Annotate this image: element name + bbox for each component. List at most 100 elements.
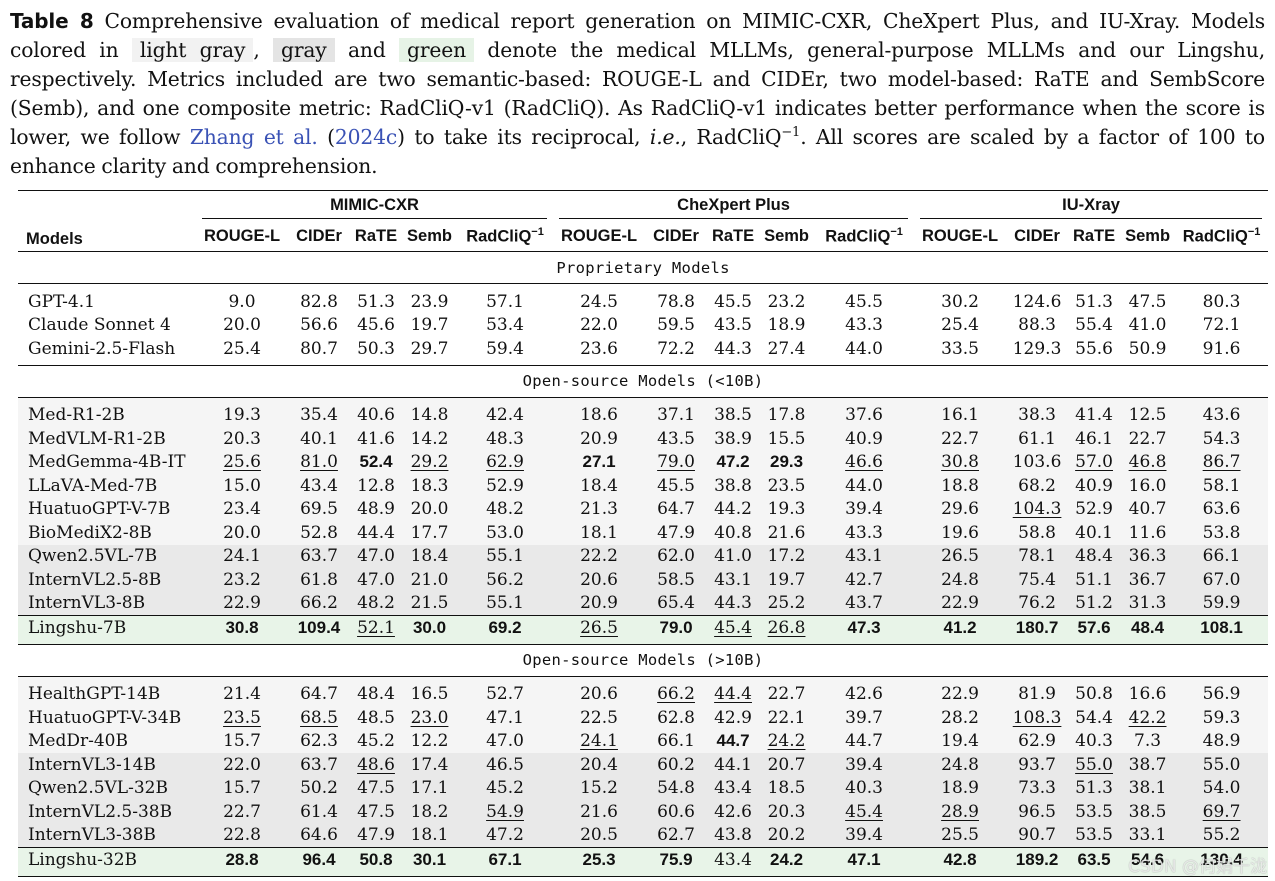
- score-cell: 86.7: [1175, 450, 1269, 474]
- score-cell: 15.7: [196, 776, 288, 800]
- table-caption: Table 8 Comprehensive evaluation of medi…: [10, 9, 1266, 178]
- score-cell: 48.2: [457, 497, 554, 521]
- metric-header: CIDEr: [645, 221, 708, 252]
- score-cell: 59.9: [1175, 591, 1269, 616]
- score-cell: 23.0: [402, 706, 457, 730]
- score-cell: 21.6: [553, 800, 646, 824]
- score-cell: 18.9: [759, 313, 815, 337]
- score-cell: 21.0: [402, 568, 457, 592]
- score-cell: 27.1: [553, 450, 646, 474]
- score-cell: 24.5: [553, 283, 646, 314]
- score-cell: 29.2: [402, 450, 457, 474]
- score-cell: 18.1: [402, 823, 457, 848]
- score-cell: 53.5: [1068, 823, 1121, 848]
- score-cell: 19.4: [914, 729, 1007, 753]
- score-cell: 50.9: [1120, 337, 1176, 365]
- score-cell: 16.6: [1120, 676, 1176, 706]
- score-cell: 52.7: [457, 676, 554, 706]
- metric-header: Semb: [759, 221, 815, 252]
- results-table: Models MIMIC-CXR CheXpert Plus IU-Xray R…: [18, 190, 1269, 877]
- metric-header: RadCliQ−1: [457, 221, 554, 252]
- table-row: Lingshu-32B 28.8 96.4 50.8 30.1 67.1 25.3 75.9 4…: [18, 847, 1269, 877]
- score-cell: 63.5: [1068, 847, 1121, 877]
- score-cell: 91.6: [1175, 337, 1269, 365]
- score-cell: 30.8: [914, 450, 1007, 474]
- score-cell: 45.2: [457, 776, 554, 800]
- score-cell: 53.4: [457, 313, 554, 337]
- score-cell: 33.1: [1120, 823, 1176, 848]
- score-cell: 67.1: [457, 847, 554, 877]
- score-cell: 12.8: [350, 474, 402, 498]
- metric-header: RadCliQ−1: [814, 221, 915, 252]
- score-cell: 43.5: [645, 427, 708, 451]
- score-cell: 23.2: [759, 283, 815, 314]
- table-row: Qwen2.5VL-32B 15.7 50.2 47.5 17.1 45.2 15.2 54.…: [18, 776, 1269, 800]
- score-cell: 103.6: [1006, 450, 1069, 474]
- score-cell: 23.9: [402, 283, 457, 314]
- score-cell: 17.2: [759, 544, 815, 568]
- score-cell: 38.9: [707, 427, 760, 451]
- score-cell: 20.2: [759, 823, 815, 848]
- score-cell: 30.0: [402, 615, 457, 645]
- score-cell: 57.6: [1068, 615, 1121, 645]
- score-cell: 24.8: [914, 568, 1007, 592]
- metric-header: CIDEr: [288, 221, 350, 252]
- score-cell: 62.9: [457, 450, 554, 474]
- dataset-header-chexpert: CheXpert Plus: [553, 190, 915, 221]
- score-cell: 43.5: [707, 313, 760, 337]
- score-cell: 47.0: [457, 729, 554, 753]
- score-cell: 69.5: [288, 497, 350, 521]
- score-cell: 16.5: [402, 676, 457, 706]
- score-cell: 35.4: [288, 397, 350, 427]
- score-cell: 53.0: [457, 521, 554, 545]
- score-cell: 63.6: [1175, 497, 1269, 521]
- score-cell: 69.2: [457, 615, 554, 645]
- model-name: MedGemma-4B-IT: [18, 450, 196, 474]
- dataset-header-mimic: MIMIC-CXR: [196, 190, 554, 221]
- score-cell: 55.0: [1175, 753, 1269, 777]
- model-name: HuatuoGPT-V-34B: [18, 706, 196, 730]
- table-row: HuatuoGPT-V-7B 23.4 69.5 48.9 20.0 48.2 21.3 64…: [18, 497, 1269, 521]
- score-cell: 55.1: [457, 544, 554, 568]
- citation-year-link[interactable]: 2024c: [334, 125, 398, 149]
- score-cell: 55.6: [1068, 337, 1121, 365]
- score-cell: 24.8: [914, 753, 1007, 777]
- table-row: Claude Sonnet 4 20.0 56.6 45.6 19.7 53.4 22.0 5…: [18, 313, 1269, 337]
- model-name: InternVL2.5-38B: [18, 800, 196, 824]
- score-cell: 43.1: [707, 568, 760, 592]
- score-cell: 47.2: [457, 823, 554, 848]
- score-cell: 66.2: [288, 591, 350, 616]
- score-cell: 44.7: [707, 729, 760, 753]
- score-cell: 40.8: [707, 521, 760, 545]
- model-name: MedVLM-R1-2B: [18, 427, 196, 451]
- score-cell: 54.3: [1175, 427, 1269, 451]
- score-cell: 21.6: [759, 521, 815, 545]
- table-row: Med-R1-2B 19.3 35.4 40.6 14.8 42.4 18.6 37.1 38.…: [18, 397, 1269, 427]
- score-cell: 20.4: [553, 753, 646, 777]
- models-header: Models: [18, 190, 196, 252]
- score-cell: 30.2: [914, 283, 1007, 314]
- score-cell: 59.4: [457, 337, 554, 365]
- score-cell: 25.4: [196, 337, 288, 365]
- score-cell: 40.9: [1068, 474, 1121, 498]
- score-cell: 43.8: [707, 823, 760, 848]
- score-cell: 40.1: [288, 427, 350, 451]
- citation-link[interactable]: Zhang et al.: [189, 125, 318, 149]
- score-cell: 47.9: [645, 521, 708, 545]
- model-name: Lingshu-7B: [18, 615, 196, 645]
- score-cell: 44.1: [707, 753, 760, 777]
- score-cell: 46.5: [457, 753, 554, 777]
- score-cell: 40.3: [1068, 729, 1121, 753]
- score-cell: 39.4: [814, 823, 915, 848]
- model-name: Claude Sonnet 4: [18, 313, 196, 337]
- score-cell: 57.1: [457, 283, 554, 314]
- score-cell: 20.0: [196, 313, 288, 337]
- table-row: Gemini-2.5-Flash 25.4 80.7 50.3 29.7 59.4 23.6…: [18, 337, 1269, 365]
- score-cell: 55.1: [457, 591, 554, 616]
- score-cell: 47.0: [350, 568, 402, 592]
- score-cell: 20.5: [553, 823, 646, 848]
- score-cell: 14.8: [402, 397, 457, 427]
- section-header: Open-source Models (>10B): [18, 643, 1269, 677]
- score-cell: 45.6: [350, 313, 402, 337]
- score-cell: 28.8: [196, 847, 288, 877]
